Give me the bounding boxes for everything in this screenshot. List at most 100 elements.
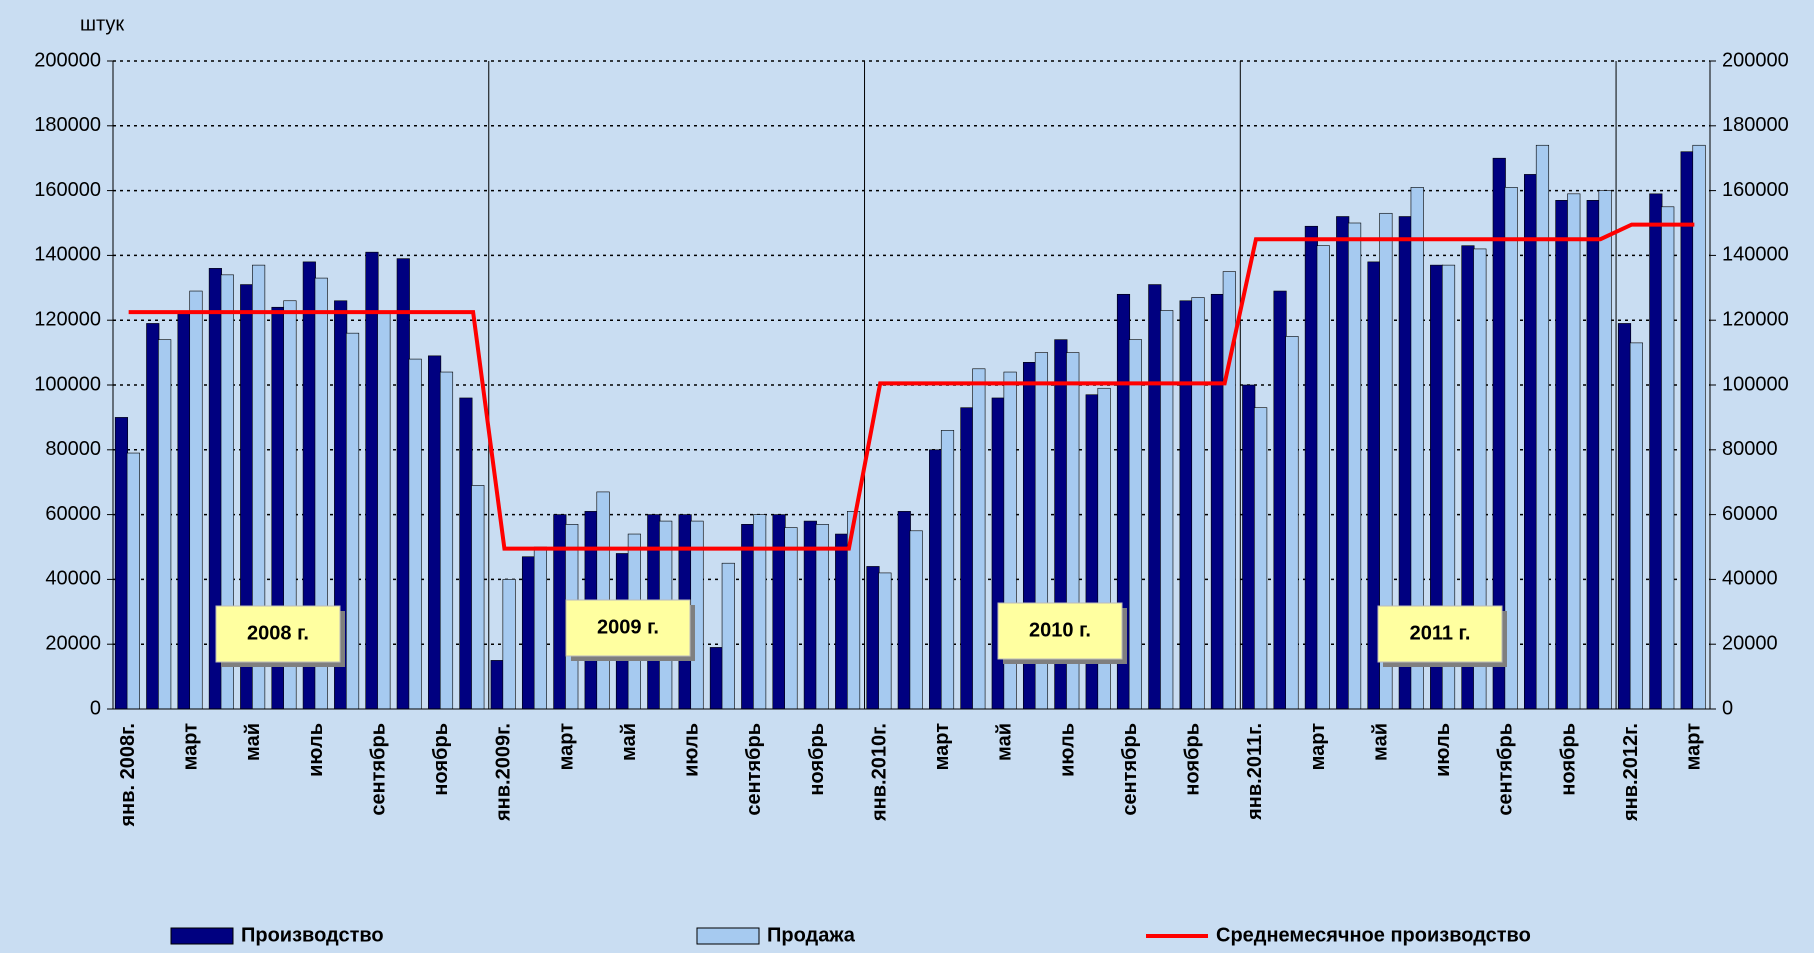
y-tick-label: 20000 [45,632,101,654]
x-tick-label: ноябрь [1182,723,1204,796]
bar [1535,144,1550,710]
bar [1128,339,1142,710]
y2-tick-label: 20000 [1722,632,1778,654]
legend-label: Продажа [767,924,856,946]
x-tick-label: ноябрь [806,723,828,796]
x-tick-label: март [180,723,202,771]
bar [428,355,442,710]
bar [553,514,567,710]
x-tick-label: сентябрь [1119,723,1141,816]
bar [897,511,911,710]
bar [1210,293,1224,710]
bar [909,530,923,710]
y-tick-label: 120000 [34,308,101,330]
x-tick-label: июль [1432,723,1454,777]
y-tick-label: 60000 [45,503,101,525]
bar [721,562,735,710]
x-tick-label: июль [1056,723,1078,777]
annotation: 2009 г. [597,616,659,638]
bar [772,514,786,710]
annotation-box [565,599,691,657]
y-axis-label: штук [80,13,124,35]
bar [1524,174,1538,710]
bar [521,556,536,710]
bar [815,524,829,710]
y2-tick-label: 60000 [1722,503,1778,525]
y-tick-label: 100000 [34,373,101,395]
bar [1661,206,1675,710]
y2-tick-label: 180000 [1722,114,1789,136]
y2-tick-label: 40000 [1722,568,1778,590]
bar [784,527,798,710]
bar [1160,310,1174,710]
bar [1680,151,1694,710]
y2-tick-label: 0 [1722,697,1733,719]
x-tick-label: янв.2011г. [1244,723,1266,821]
bar [1148,284,1162,710]
bar [1191,297,1205,710]
bar [459,397,473,710]
legend-swatch [696,927,760,945]
bar [929,449,943,710]
y-tick-label: 160000 [34,179,101,201]
y-tick-label: 80000 [45,438,101,460]
bar [1586,200,1600,710]
x-tick-label: янв.2012г. [1620,723,1642,822]
bar [1629,342,1643,710]
bar [114,417,129,710]
bar [146,323,160,710]
bar [1617,323,1632,710]
bar [490,660,504,710]
line [128,222,1695,551]
y2-tick-label: 120000 [1722,308,1789,330]
bar [533,546,547,710]
annotation: 2010 г. [1029,619,1091,641]
legend-label: Среднемесячное производство [1216,924,1531,946]
x-tick-label: янв.2010г. [868,723,890,822]
x-tick-label: май [1369,723,1391,761]
bar [1304,225,1318,710]
legend-swatch [170,927,234,945]
bar [1555,200,1569,710]
bar [126,452,140,710]
bar [940,430,955,710]
annotation-box [1377,605,1503,663]
bar [835,533,849,710]
bar [1348,222,1362,710]
x-tick-label: март [1683,723,1705,771]
y2-tick-label: 160000 [1722,179,1789,201]
bar [1242,384,1256,710]
annotation: 2011 г. [1410,622,1471,644]
bar [502,579,516,710]
bar [991,397,1005,710]
x-tick-label: март [1307,723,1329,771]
bar [709,647,723,710]
annotation-box [215,605,341,663]
bar [1179,300,1193,710]
bar [189,290,203,710]
x-tick-label: сентябрь [1495,723,1517,816]
x-tick-label: май [994,723,1016,761]
x-tick-label: март [931,723,953,771]
annotation-box [997,602,1123,660]
bar [741,524,755,710]
y2-tick-label: 80000 [1722,438,1778,460]
bar [1567,193,1581,710]
y2-tick-label: 200000 [1722,49,1789,71]
bar [1336,216,1350,710]
bar [753,514,767,710]
x-tick-label: ноябрь [430,723,452,796]
x-tick-label: янв. 2008г. [117,723,139,828]
bar [1692,144,1706,710]
y-tick-label: 180000 [34,114,101,136]
bar [177,313,191,710]
x-tick-label: янв.2009г. [493,723,515,822]
x-tick-label: сентябрь [743,723,765,816]
bar [408,358,422,710]
x-tick-label: ноябрь [1557,723,1579,796]
bar [878,572,892,710]
annotation: 2008 г. [247,622,309,644]
bar [1598,190,1612,710]
x-tick-label: май [242,723,264,761]
